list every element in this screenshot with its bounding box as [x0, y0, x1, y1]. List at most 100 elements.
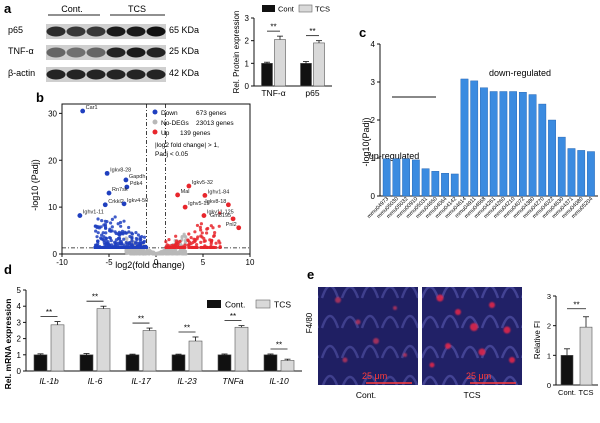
legend-marker-up — [152, 129, 158, 135]
pathway-ytick-label: 4 — [371, 40, 376, 49]
pathway-bar — [450, 173, 459, 197]
fluorescence-bar — [560, 355, 574, 386]
legend-label-nodeg: No-DEGs — [161, 120, 190, 127]
blot-band — [126, 47, 146, 58]
volcano-xtick-label: 5 — [201, 258, 206, 267]
legend-swatch-tcs — [255, 299, 271, 309]
volcano-xtick-label: 0 — [154, 258, 159, 267]
fluorescence-ylabel: Relative FI — [533, 321, 542, 359]
volcano-gene-point — [104, 170, 110, 176]
legend-label-down: Down — [161, 110, 178, 117]
volcano-gene-point — [102, 202, 108, 208]
fluorescence-ytick-label: 0 — [547, 381, 551, 390]
volcano-xtick-label: -5 — [105, 258, 113, 267]
legend-swatch-tcs — [298, 4, 313, 13]
volcano-gene-label: Mal — [181, 189, 190, 195]
micrograph-control: 25 μm — [318, 287, 418, 385]
volcano-gene-point — [236, 225, 242, 231]
pathway-bar — [499, 91, 508, 197]
panel-letter-e: e — [307, 267, 314, 282]
mrna-bar — [96, 308, 111, 372]
chart-a-bar — [313, 42, 325, 87]
pathway-bar — [528, 94, 537, 197]
mrna-bar — [142, 330, 157, 372]
chart-a-category-label: TNF-α — [261, 88, 285, 98]
chart-a-sig-mark: ** — [270, 23, 276, 32]
panel-letter-a: a — [4, 1, 12, 16]
pathway-bar — [548, 119, 556, 197]
blot-weight-actin: 42 KDa — [169, 68, 199, 78]
blot-band — [106, 69, 126, 80]
pathway-group-up: up-regulated — [369, 151, 420, 161]
legend-criterion-1: |log2 fold change| > 1, — [155, 142, 219, 149]
mrna-legend: Cont. TCS — [207, 300, 291, 310]
pathway-bar — [518, 92, 527, 197]
volcano-gene-label: Crkkl2 — [108, 199, 124, 205]
pathway-bar — [431, 171, 440, 197]
mrna-bar — [79, 354, 94, 372]
fluorescence-ytick-label: 2 — [547, 322, 551, 331]
mrna-sig-mark: ** — [184, 323, 190, 332]
mrna-bar — [234, 326, 249, 372]
volcano-ytick-label: 0 — [53, 250, 58, 259]
pathway-bar — [557, 136, 566, 197]
blot-protein-p65: p65 — [8, 25, 23, 35]
volcano-gene-point — [225, 202, 231, 208]
western-blot: Cont. TCS p65 TNF-α β-actin 65 KDa 25 KD… — [8, 4, 199, 82]
pathway-ytick-label: 1 — [371, 154, 376, 163]
legend-count-down: 673 genes — [196, 110, 227, 117]
volcano-gene-point — [201, 213, 207, 218]
blot-band — [106, 26, 126, 37]
scale-bar-tcs: 25 μm — [466, 371, 491, 381]
blot-band — [106, 47, 126, 58]
legend-swatch-cont — [207, 300, 221, 308]
blot-band — [146, 69, 166, 80]
protein-expression-chart: Rel. Protein expression 0 1 2 3 ** TNF-α ** p65… — [232, 4, 332, 98]
chart-a-bar — [261, 63, 273, 87]
fluorescence-ytick-label: 3 — [547, 292, 551, 301]
blot-band — [146, 47, 166, 58]
pathway-bar — [402, 158, 410, 197]
volcano-gene-label: Igkv8-28 — [110, 167, 131, 173]
stain-label: F4/80 — [305, 312, 314, 333]
mrna-sig-mark: ** — [230, 312, 236, 321]
blot-band — [66, 69, 86, 80]
pathway-bar — [421, 168, 430, 197]
blot-group-tcs: TCS — [128, 4, 146, 14]
mrna-bar — [280, 360, 295, 372]
pathway-bar — [382, 158, 391, 197]
pathway-bar — [587, 151, 595, 197]
mrna-bar — [50, 324, 65, 372]
mrna-bar — [188, 340, 203, 372]
volcano-ytick-label: 20 — [48, 156, 57, 165]
mrna-ytick-label: 1 — [17, 351, 22, 360]
legend-count-up: 139 genes — [180, 130, 211, 137]
blot-weight-p65: 65 KDa — [169, 25, 199, 35]
fluorescence-sig-mark: ** — [573, 300, 579, 309]
legend-marker-nodeg — [152, 119, 158, 125]
legend-count-nodeg: 23013 genes — [196, 120, 234, 127]
fluorescence-bar — [579, 326, 593, 386]
volcano-legend: Down 673 genes No-DEGs 23013 genes Up 13… — [152, 109, 234, 158]
volcano-ytick-label: 10 — [48, 203, 57, 212]
pathway-bar — [441, 172, 449, 197]
blot-group-cont: Cont. — [61, 4, 83, 14]
mrna-sig-mark: ** — [276, 340, 282, 349]
chart-a-ylabel: Rel. Protein expression — [232, 11, 241, 94]
pathway-ylabel: -log10(Padj) — [361, 117, 371, 166]
pathway-bar — [509, 91, 517, 197]
mrna-sig-mark: ** — [92, 293, 98, 302]
volcano-gene-point — [77, 213, 83, 218]
blot-band — [146, 26, 166, 37]
volcano-gene-point — [182, 204, 188, 210]
volcano-gene-label: Igkv8-18 — [205, 199, 226, 205]
volcano-gene-point — [121, 201, 127, 207]
volcano-gene-label: Pdk4 — [130, 181, 143, 187]
mrna-ytick-label: 3 — [17, 318, 22, 327]
volcano-gene-point — [186, 183, 192, 189]
panel-letter-d: d — [4, 262, 12, 277]
mrna-bar — [263, 354, 278, 372]
chart-a-ytick-label: 3 — [245, 14, 250, 23]
fluorescence-category-label: Cont. — [558, 388, 576, 397]
volcano-gene-label: Ighv5-15 — [188, 201, 209, 207]
